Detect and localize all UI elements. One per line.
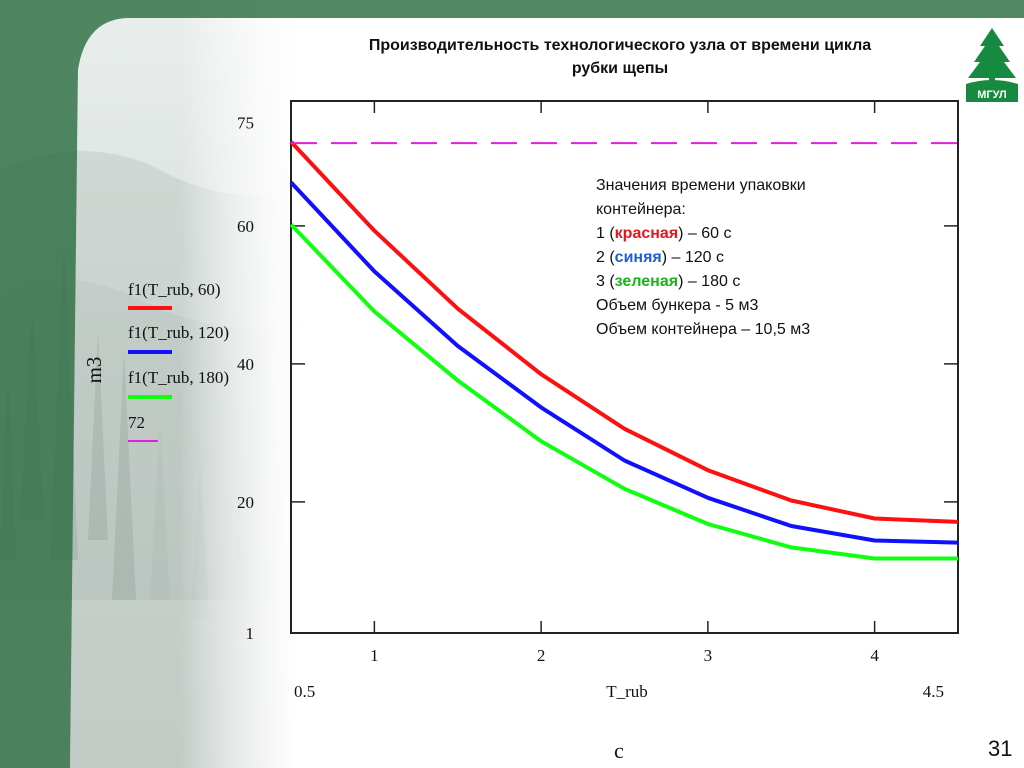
annotation-line-2: контейнера: (596, 201, 686, 218)
legend-swatch-green (128, 395, 172, 399)
logo-text: МГУЛ (977, 89, 1007, 101)
x-tick-label-2: 2 (537, 646, 546, 665)
annotation-item-1: 1 (красная) – 60 с (596, 225, 732, 242)
legend-swatch-red (128, 306, 172, 310)
series-line-2 (289, 181, 959, 545)
x-range-min-label: 0.5 (294, 682, 315, 701)
x-range-max-label: 4.5 (923, 682, 944, 701)
annotation-item-2: 2 (синяя) – 120 с (596, 249, 725, 266)
y-tick-label-20: 20 (237, 493, 254, 512)
legend-label-72: 72 (128, 413, 145, 432)
x-tick-label-3: 3 (704, 646, 713, 665)
annotation-bunker: Объем бункера - 5 м3 (596, 297, 759, 314)
university-logo: МГУЛ (966, 28, 1018, 102)
slide-number: 31 (988, 736, 1013, 761)
x-tick-label-1: 1 (370, 646, 379, 665)
title-line-2: рубки щепы (571, 60, 669, 77)
annotation-item-3: 3 (зеленая) – 180 с (596, 273, 741, 290)
y-tick-label-40: 40 (237, 355, 254, 374)
legend-label-120: f1(T_rub, 120) (128, 323, 230, 342)
series-line-1 (289, 140, 959, 524)
annotation-container: Объем контейнера – 10,5 м3 (596, 321, 811, 338)
y-tick-label-1: 1 (246, 624, 255, 643)
x-unit-label: c (614, 738, 624, 763)
x-tick-labels: 1 2 3 4 0.5 4.5 T_rub (294, 646, 944, 701)
y-axis-label: m3 (82, 356, 106, 384)
y-tick-label-75: 75 (237, 113, 254, 132)
legend-label-60: f1(T_rub, 60) (128, 280, 221, 299)
annotation-box: Значения времени упаковки контейнера: 1 … (596, 174, 936, 342)
title-line-1: Производительность технологического узла… (368, 37, 872, 54)
series-line-3 (289, 223, 958, 561)
legend-label-180: f1(T_rub, 180) (128, 368, 230, 387)
x-tick-label-4: 4 (870, 646, 879, 665)
legend-swatch-blue (128, 350, 172, 354)
x-axis-label: T_rub (606, 682, 648, 701)
y-tick-label-60: 60 (237, 217, 254, 236)
slide-title: Производительность технологического узла… (300, 34, 940, 80)
axis-ticks (291, 101, 958, 633)
annotation-line-1: Значения времени упаковки (596, 177, 806, 194)
legend-swatch-magenta (128, 440, 158, 442)
plot-frame (290, 100, 959, 634)
series-group (289, 140, 959, 561)
y-tick-labels: 75 60 40 20 1 (237, 113, 254, 643)
